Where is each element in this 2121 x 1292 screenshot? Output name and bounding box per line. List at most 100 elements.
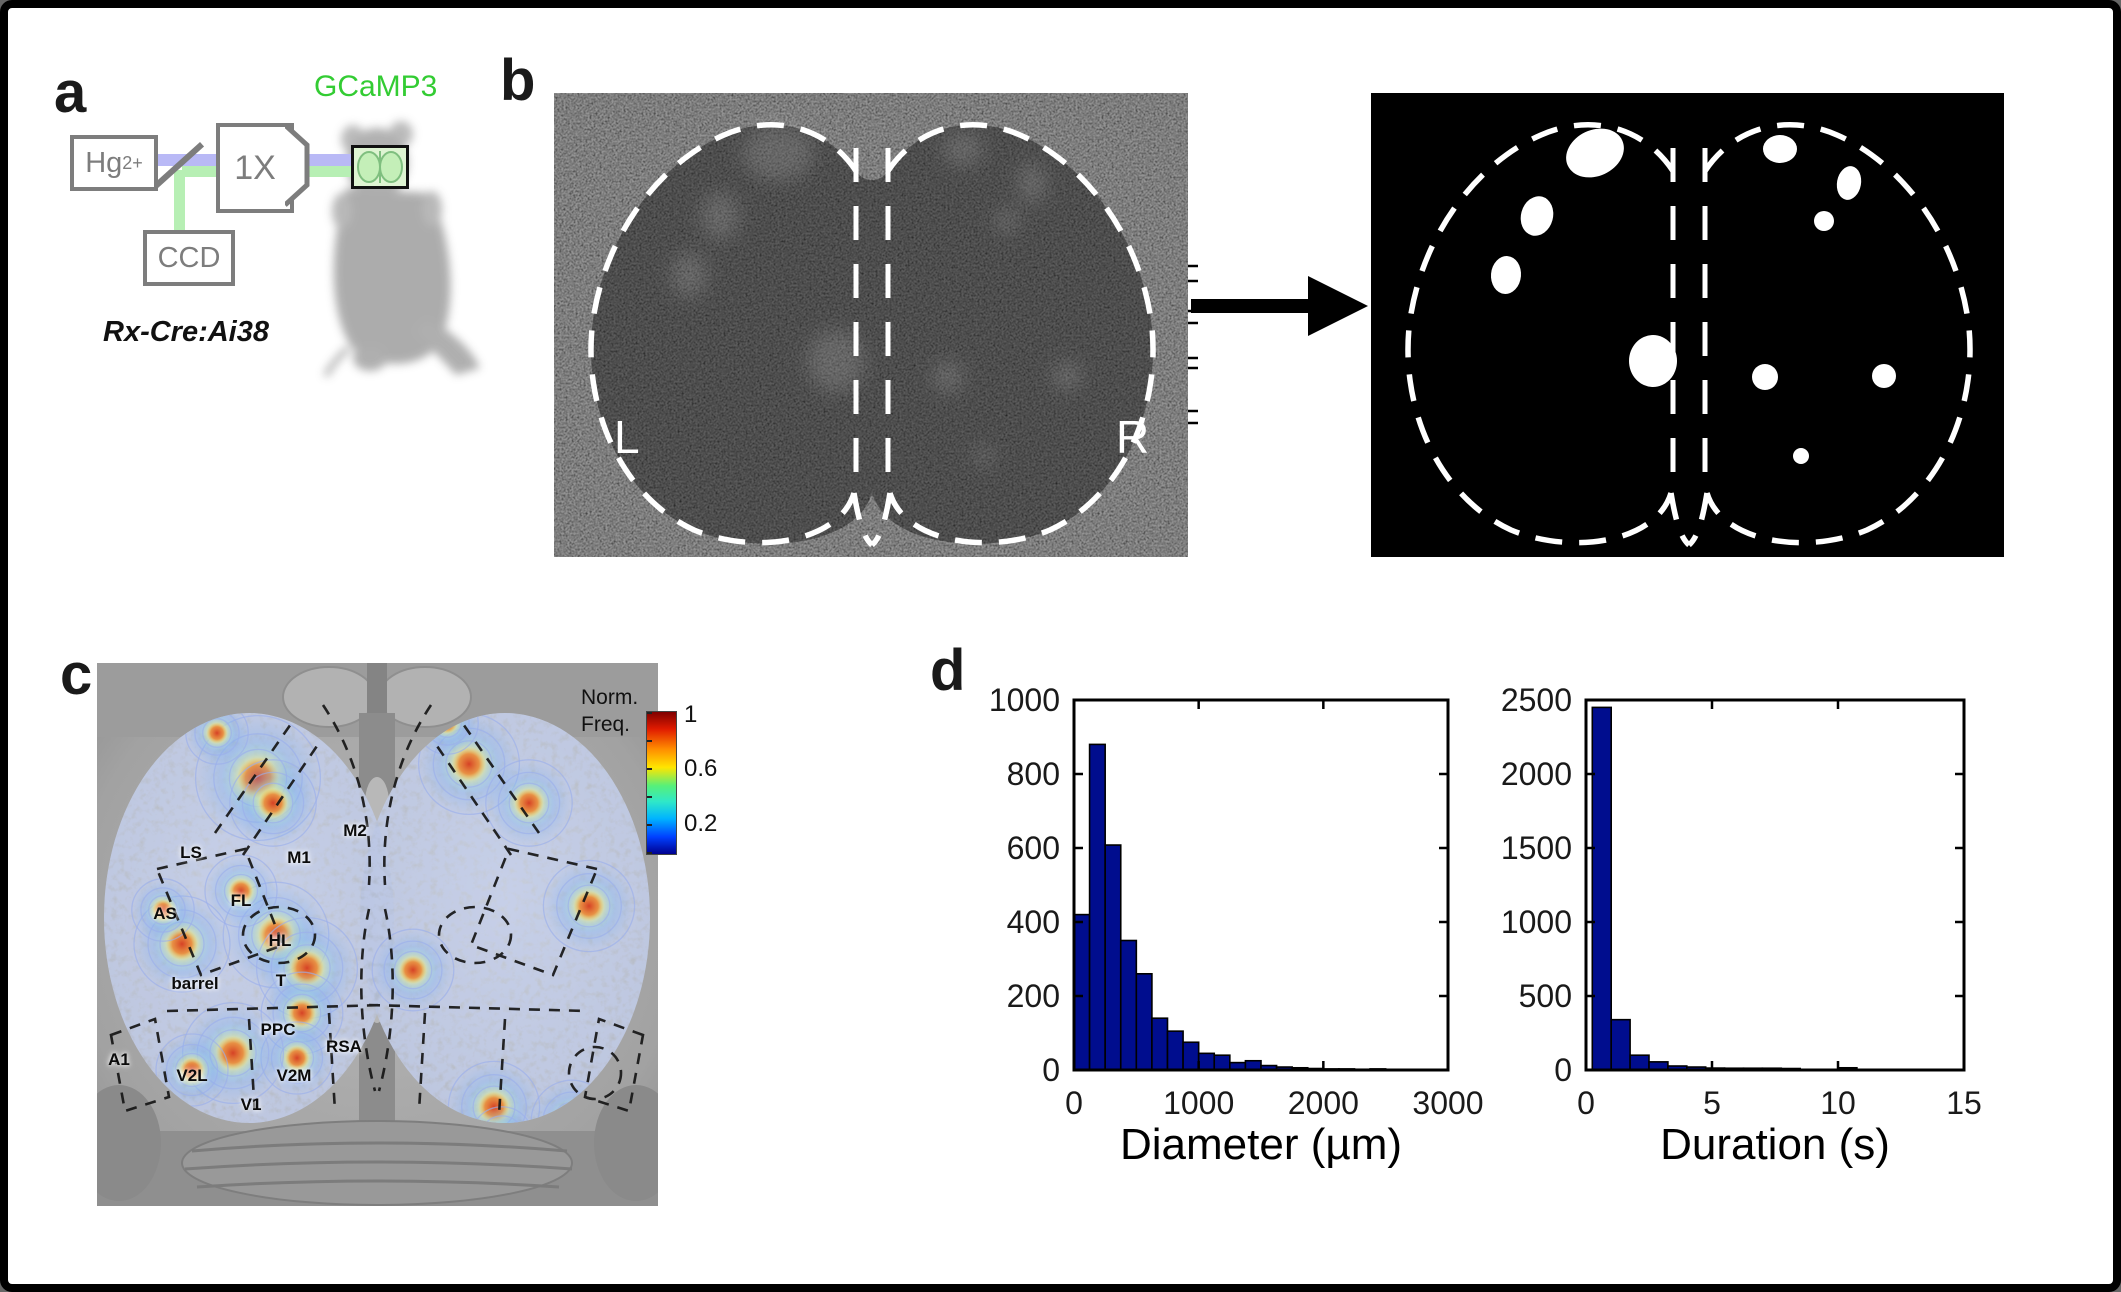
- colorbar-tick-02: 0.2: [684, 810, 718, 837]
- raw-fluorescence-image: L R: [554, 93, 1198, 557]
- emission-beam-segment-1: [182, 166, 220, 177]
- brain-area-label-fl: FL: [230, 891, 252, 910]
- objective-nose: [285, 123, 310, 207]
- faint-smudge: [671, 252, 707, 298]
- activity-domain-blobs: [1490, 128, 1896, 464]
- y-tick-label: 1000: [989, 682, 1060, 718]
- domain-blob: [1566, 128, 1624, 178]
- panel-c-letter: c: [60, 642, 93, 707]
- y-tick-label: 2500: [1501, 682, 1572, 718]
- x-tick-label: 10: [1820, 1085, 1856, 1121]
- brain-interior-shade: [590, 124, 1154, 544]
- histogram-bar: [1197, 1052, 1216, 1071]
- ccd-camera-label: CCD: [157, 241, 221, 274]
- brain-area-label-ls: LS: [180, 843, 202, 862]
- histogram-bar: [1135, 972, 1153, 1071]
- objective-box: 1X: [216, 123, 294, 213]
- domain-blob: [1836, 166, 1862, 200]
- left-hemisphere-letter: L: [614, 411, 640, 463]
- brain-area-label-v2l: V2L: [176, 1066, 208, 1085]
- y-tick-label: 800: [1007, 756, 1060, 792]
- brain-area-label-ppc: PPC: [260, 1020, 296, 1039]
- faint-smudge: [942, 132, 984, 166]
- y-tick-label: 200: [1007, 978, 1060, 1014]
- faint-smudge: [974, 446, 994, 466]
- y-tick-label: 600: [1007, 830, 1060, 866]
- y-tick-label: 1000: [1501, 904, 1572, 940]
- x-tick-label: 0: [1577, 1085, 1595, 1121]
- mercury-lamp-label: Hg: [85, 146, 123, 179]
- y-tick-label: 1500: [1501, 830, 1572, 866]
- faint-smudge: [995, 209, 1019, 233]
- colorbar-title-line1: Norm.: [581, 686, 639, 709]
- y-tick-label: 0: [1554, 1052, 1572, 1088]
- histogram-bar: [1591, 706, 1612, 1071]
- area-border-dashes: [109, 704, 645, 1116]
- histogram-bar: [1629, 1054, 1650, 1071]
- colorbar-tick-mark: [647, 824, 652, 826]
- faint-activity-smudges: [671, 125, 1082, 466]
- axis-tick-remnants: [2004, 264, 2014, 425]
- y-tick-label: 400: [1007, 904, 1060, 940]
- x-tick-label: 15: [1946, 1085, 1982, 1121]
- ccd-camera-box: CCD: [143, 230, 235, 286]
- histogram-bar: [1151, 1017, 1169, 1071]
- x-tick-label: 2000: [1288, 1085, 1359, 1121]
- colorbar-tick-mark: [647, 852, 652, 854]
- cortical-map-image: [97, 663, 658, 1206]
- colorbar-tick-mark: [647, 768, 652, 770]
- uv-beam-segment-2: [304, 154, 354, 166]
- objective-label: 1X: [234, 148, 276, 187]
- right-hemisphere-letter: R: [1116, 411, 1149, 463]
- gcamp3-label: GCaMP3: [314, 70, 438, 103]
- cranial-window: [351, 145, 409, 189]
- x-tick-label: 1000: [1163, 1085, 1234, 1121]
- colorbar-tick-1: 1: [684, 701, 698, 728]
- histogram-bar: [1119, 939, 1138, 1071]
- mouse-line-label: Rx-Cre:Ai38: [103, 316, 269, 348]
- faint-smudge: [1017, 162, 1047, 204]
- faint-smudge: [700, 192, 740, 240]
- colorbar-tick-mark: [647, 740, 652, 742]
- histogram-bar: [1213, 1054, 1231, 1071]
- mercury-lamp-box: Hg 2+: [70, 135, 158, 191]
- brain-area-label-v1: V1: [240, 1095, 262, 1114]
- emission-beam-vertical: [174, 170, 185, 230]
- domain-blob: [1872, 364, 1896, 388]
- brain-area-label-rsa: RSA: [326, 1037, 362, 1056]
- histogram-bar: [1073, 913, 1091, 1071]
- panel-d-letter: d: [930, 638, 966, 703]
- domain-blob: [1520, 196, 1554, 236]
- domain-blob: [1763, 135, 1797, 163]
- thresholded-domain-mask-image: [1371, 93, 2014, 557]
- colorbar-tick-mark: [647, 712, 652, 714]
- y-tick-label: 2000: [1501, 756, 1572, 792]
- colorbar-tick-mark: [647, 796, 652, 798]
- histogram-bar: [1166, 1030, 1184, 1071]
- faint-smudge: [742, 125, 814, 181]
- colorbar-tick-06: 0.6: [684, 755, 718, 782]
- brain-area-label-hl: HL: [268, 931, 292, 950]
- y-tick-label: 500: [1519, 978, 1572, 1014]
- brain-area-label-m2: M2: [343, 821, 367, 840]
- y-tick-label: 0: [1042, 1052, 1060, 1088]
- domain-blob: [1814, 211, 1834, 231]
- brain-area-label-barrel: barrel: [171, 974, 219, 993]
- panel-b-letter: b: [500, 48, 536, 113]
- brain-area-label-a1: A1: [108, 1050, 130, 1069]
- domain-blob: [1490, 256, 1522, 294]
- diameter-histogram: 0 1000 2000 3000 0 200 400 600 800 1000: [989, 682, 1484, 1121]
- histogram-bar: [1182, 1041, 1200, 1071]
- brain-outline-dashed: [1405, 122, 1973, 548]
- duration-histogram: 0 5 10 15 0 500 1000 1500 2000 2500: [1501, 682, 1982, 1121]
- x-tick-label: 0: [1065, 1085, 1083, 1121]
- domain-blob: [1629, 335, 1677, 387]
- histogram-bar: [1610, 1018, 1631, 1071]
- brain-area-label-as: AS: [153, 904, 177, 923]
- domain-blob: [1793, 448, 1809, 464]
- arrow-icon: [1191, 276, 1368, 336]
- colorbar-title-line2: Freq.: [581, 713, 631, 736]
- x-tick-label: 3000: [1412, 1085, 1483, 1121]
